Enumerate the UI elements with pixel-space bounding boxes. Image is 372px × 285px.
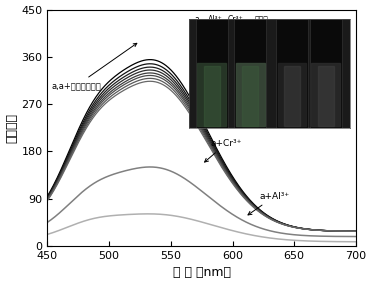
X-axis label: 波 长 （nm）: 波 长 （nm） (173, 266, 231, 280)
Text: a,a+其他金属离子: a,a+其他金属离子 (51, 43, 137, 90)
Text: a+Cr³⁺: a+Cr³⁺ (205, 139, 242, 162)
Y-axis label: 荧光强度: 荧光强度 (6, 113, 19, 143)
Text: 其他金
属离子: 其他金 属离子 (255, 15, 269, 35)
Text: Cr³⁺: Cr³⁺ (228, 15, 243, 25)
Text: a+Al³⁺: a+Al³⁺ (248, 192, 290, 215)
Text: Al³⁺: Al³⁺ (208, 15, 223, 25)
Text: a: a (195, 15, 199, 25)
